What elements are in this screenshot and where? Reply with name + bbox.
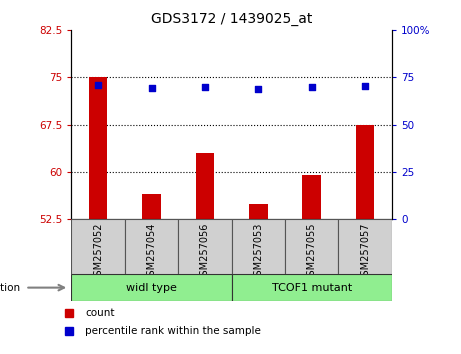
Text: GSM257055: GSM257055 bbox=[307, 222, 317, 282]
Title: GDS3172 / 1439025_at: GDS3172 / 1439025_at bbox=[151, 12, 313, 26]
Point bbox=[361, 83, 369, 89]
Bar bbox=[178, 219, 231, 274]
Text: TCOF1 mutant: TCOF1 mutant bbox=[272, 282, 352, 293]
Bar bbox=[249, 204, 268, 219]
Text: GSM257054: GSM257054 bbox=[147, 222, 157, 281]
Text: GSM257056: GSM257056 bbox=[200, 222, 210, 281]
Text: count: count bbox=[85, 308, 115, 318]
Bar bbox=[89, 78, 107, 219]
Bar bbox=[71, 219, 125, 274]
Bar bbox=[125, 219, 178, 274]
Bar bbox=[231, 219, 285, 274]
Text: genotype/variation: genotype/variation bbox=[0, 282, 21, 293]
Point bbox=[308, 84, 315, 90]
Bar bbox=[195, 153, 214, 219]
Text: GSM257057: GSM257057 bbox=[360, 222, 370, 282]
Bar bbox=[338, 219, 392, 274]
Text: percentile rank within the sample: percentile rank within the sample bbox=[85, 326, 261, 337]
Bar bbox=[231, 274, 392, 301]
Text: widl type: widl type bbox=[126, 282, 177, 293]
Point bbox=[254, 86, 262, 92]
Bar bbox=[285, 219, 338, 274]
Point bbox=[148, 85, 155, 91]
Text: GSM257052: GSM257052 bbox=[93, 222, 103, 282]
Point bbox=[95, 82, 102, 88]
Bar bbox=[356, 125, 374, 219]
Bar bbox=[302, 175, 321, 219]
Bar bbox=[142, 194, 161, 219]
Bar bbox=[71, 274, 231, 301]
Text: GSM257053: GSM257053 bbox=[254, 222, 263, 281]
Point bbox=[201, 84, 209, 90]
